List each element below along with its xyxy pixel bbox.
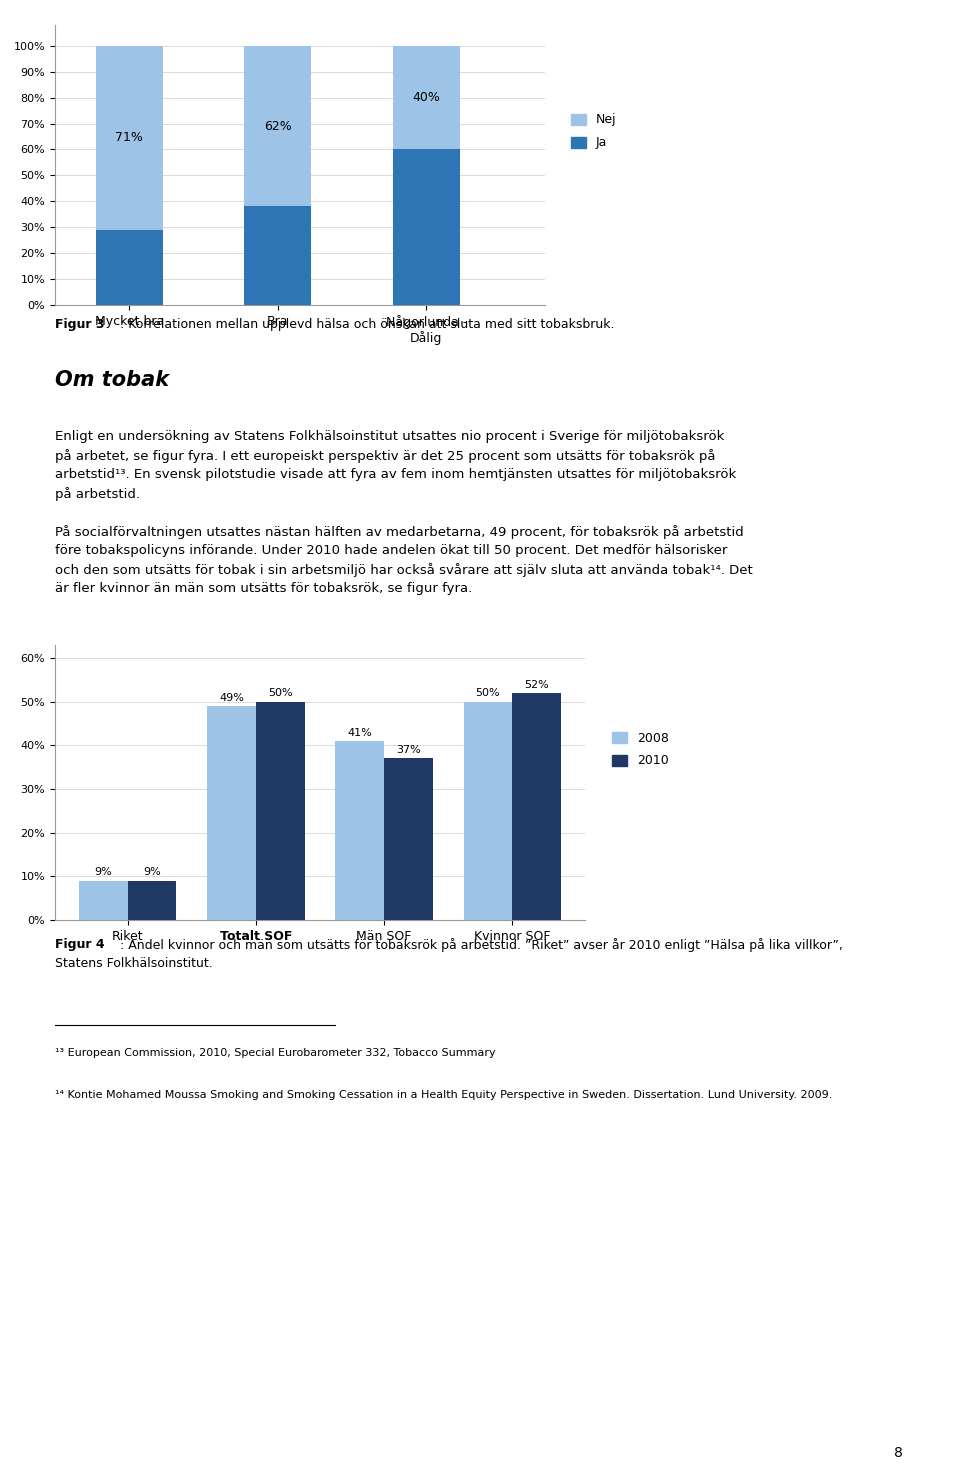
Text: Figur 4: Figur 4 xyxy=(55,937,105,951)
Text: på arbetet, se figur fyra. I ett europeiskt perspektiv är det 25 procent som uts: på arbetet, se figur fyra. I ett europei… xyxy=(55,450,715,463)
Text: 62%: 62% xyxy=(264,119,292,133)
Text: 40%: 40% xyxy=(412,91,440,105)
Text: 52%: 52% xyxy=(524,680,549,690)
Text: Enligt en undersökning av Statens Folkhälsoinstitut utsattes nio procent i Sveri: Enligt en undersökning av Statens Folkhä… xyxy=(55,430,725,444)
Bar xyxy=(244,46,311,206)
Text: före tobakspolicyns införande. Under 2010 hade andelen ökat till 50 procent. Det: före tobakspolicyns införande. Under 201… xyxy=(55,544,728,557)
Text: 9%: 9% xyxy=(95,867,112,877)
Bar xyxy=(244,206,311,305)
Text: 9%: 9% xyxy=(143,867,161,877)
Bar xyxy=(79,880,128,920)
Text: ¹⁴ Kontie Mohamed Moussa Smoking and Smoking Cessation in a Health Equity Perspe: ¹⁴ Kontie Mohamed Moussa Smoking and Smo… xyxy=(55,1089,832,1100)
Bar xyxy=(207,706,256,920)
Text: Om tobak: Om tobak xyxy=(55,370,169,391)
Text: : Andel kvinnor och män som utsätts för tobaksrök på arbetstid. ”Riket” avser år: : Andel kvinnor och män som utsätts för … xyxy=(120,937,843,952)
Text: På socialförvaltningen utsattes nästan hälften av medarbetarna, 49 procent, för : På socialförvaltningen utsattes nästan h… xyxy=(55,525,744,539)
Text: arbetstid¹³. En svensk pilotstudie visade att fyra av fem inom hemtjänsten utsat: arbetstid¹³. En svensk pilotstudie visad… xyxy=(55,469,736,481)
Text: ¹³ European Commission, 2010, Special Eurobarometer 332, Tobacco Summary: ¹³ European Commission, 2010, Special Eu… xyxy=(55,1048,495,1058)
Text: 50%: 50% xyxy=(268,688,293,699)
Text: Figur 3: Figur 3 xyxy=(55,318,105,332)
Bar xyxy=(393,149,460,305)
Text: : Korrelationen mellan upplevd hälsa och önskan att sluta med sitt tobaksbruk.: : Korrelationen mellan upplevd hälsa och… xyxy=(120,318,614,332)
Text: 49%: 49% xyxy=(219,693,244,703)
Bar xyxy=(256,702,304,920)
Legend: Nej, Ja: Nej, Ja xyxy=(571,113,616,149)
Text: Statens Folkhälsoinstitut.: Statens Folkhälsoinstitut. xyxy=(55,957,213,970)
Text: 37%: 37% xyxy=(396,744,420,755)
Bar xyxy=(384,759,433,920)
Text: 50%: 50% xyxy=(475,688,500,699)
Bar xyxy=(393,46,460,149)
Text: och den som utsätts för tobak i sin arbetsmiljö har också svårare att själv slut: och den som utsätts för tobak i sin arbe… xyxy=(55,563,753,576)
Bar xyxy=(96,46,162,230)
Bar xyxy=(464,702,513,920)
Text: är fler kvinnor än män som utsätts för tobaksrök, se figur fyra.: är fler kvinnor än män som utsätts för t… xyxy=(55,582,472,595)
Text: 8: 8 xyxy=(894,1446,902,1461)
Bar xyxy=(128,880,177,920)
Text: 41%: 41% xyxy=(348,728,372,737)
Bar xyxy=(513,693,561,920)
Text: på arbetstid.: på arbetstid. xyxy=(55,486,140,501)
Bar xyxy=(96,230,162,305)
Bar xyxy=(335,741,384,920)
Text: 71%: 71% xyxy=(115,131,143,144)
Legend: 2008, 2010: 2008, 2010 xyxy=(612,731,669,768)
